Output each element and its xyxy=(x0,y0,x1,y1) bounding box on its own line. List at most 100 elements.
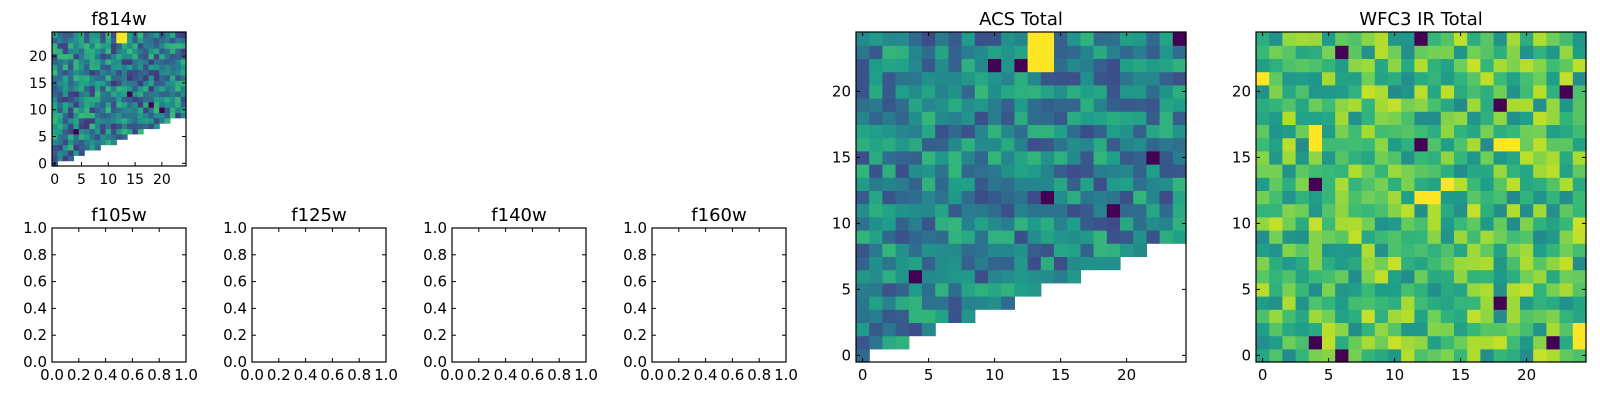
heatmap-cell xyxy=(1322,348,1336,363)
heatmap-cell xyxy=(78,133,85,140)
x-tick-label: 1.0 xyxy=(174,366,198,384)
y-tick-label: 20 xyxy=(832,82,851,100)
heatmap-cell xyxy=(1027,164,1042,178)
heatmap-cell xyxy=(1427,243,1442,257)
y-tick-label: 5 xyxy=(38,130,47,146)
x-tick-label: 0.6 xyxy=(520,366,544,384)
panel-title: f814w xyxy=(91,9,146,30)
heatmap-cell xyxy=(116,42,123,49)
heatmap-cell xyxy=(73,133,80,140)
heatmap-cell xyxy=(1388,190,1402,205)
heatmap-cell xyxy=(961,150,976,165)
heatmap-cell xyxy=(1414,58,1429,73)
y-tick-label: 0.2 xyxy=(423,326,447,344)
heatmap-cell xyxy=(1335,124,1349,139)
y-tick-label: 15 xyxy=(1232,148,1251,166)
heatmap-cell xyxy=(856,296,870,310)
heatmap-cell xyxy=(1348,282,1363,297)
y-tick-label: 0.2 xyxy=(23,326,47,344)
heatmap-cell xyxy=(1335,164,1349,178)
heatmap-cell xyxy=(922,243,936,257)
x-tick-label: 20 xyxy=(153,172,171,188)
heatmap-cell xyxy=(1256,111,1270,125)
heatmap-cell xyxy=(895,309,910,323)
heatmap-cell xyxy=(1054,190,1068,205)
heatmap-cell xyxy=(1374,164,1389,178)
heatmap-cell xyxy=(895,322,910,337)
heatmap-cell xyxy=(1427,230,1442,244)
heatmap-cell xyxy=(89,123,96,130)
heatmap-cell xyxy=(882,150,897,165)
heatmap-cell xyxy=(1001,124,1015,139)
heatmap-cell xyxy=(1120,243,1134,257)
heatmap-cell xyxy=(1322,322,1336,337)
heatmap-cell xyxy=(1454,269,1468,284)
heatmap-cell xyxy=(100,37,107,44)
heatmap-cell xyxy=(1322,230,1336,244)
heatmap-cell xyxy=(1295,58,1310,73)
heatmap-cell xyxy=(1414,32,1429,46)
heatmap-cell xyxy=(935,124,949,139)
x-tick-label: 15 xyxy=(126,172,144,188)
heatmap-cell xyxy=(1295,150,1310,165)
heatmap-cell xyxy=(127,101,133,108)
heatmap-cell xyxy=(1506,216,1521,231)
heatmap-cell xyxy=(1401,335,1415,350)
heatmap-cell xyxy=(175,32,182,38)
heatmap-cell xyxy=(1146,58,1161,73)
heatmap-cell xyxy=(100,96,107,103)
heatmap-cell xyxy=(869,335,883,350)
heatmap-cell xyxy=(948,84,963,99)
heatmap-cell xyxy=(961,98,976,112)
heatmap-cell xyxy=(1546,111,1561,125)
heatmap-cell xyxy=(1067,124,1081,139)
heatmap-cell xyxy=(1493,216,1508,231)
heatmap-cell xyxy=(869,282,883,297)
heatmap-cell xyxy=(1427,32,1442,46)
heatmap-cell xyxy=(1067,256,1081,271)
heatmap-cell xyxy=(164,48,171,55)
heatmap-cell xyxy=(1120,84,1134,99)
heatmap-cell xyxy=(100,117,107,124)
heatmap-cell xyxy=(1401,137,1415,152)
heatmap-cell xyxy=(84,107,91,113)
heatmap-cell xyxy=(1080,177,1095,191)
heatmap-cell xyxy=(1348,124,1363,139)
heatmap-cell xyxy=(89,90,96,97)
heatmap-cell xyxy=(1172,190,1187,205)
heatmap-cell xyxy=(52,64,58,71)
heatmap-cell xyxy=(1414,322,1429,337)
heatmap-cell xyxy=(895,190,910,205)
heatmap-cell xyxy=(153,64,160,71)
heatmap-cell xyxy=(1427,150,1442,165)
heatmap-cell xyxy=(1374,282,1389,297)
heatmap-cell xyxy=(1335,282,1349,297)
heatmap-cell xyxy=(1506,296,1521,310)
heatmap-cell xyxy=(105,85,112,92)
y-tick-label: 0.8 xyxy=(23,246,47,264)
heatmap-cell xyxy=(1401,190,1415,205)
heatmap-cell xyxy=(1040,111,1055,125)
heatmap-cell xyxy=(1533,282,1547,297)
heatmap-cell xyxy=(1093,98,1108,112)
heatmap-cell xyxy=(1067,243,1081,257)
heatmap-cell xyxy=(1159,111,1174,125)
heatmap-cell xyxy=(895,137,910,152)
x-tick-label: 0.4 xyxy=(294,366,318,384)
heatmap-cell xyxy=(1027,84,1042,99)
heatmap-cell xyxy=(78,128,85,135)
heatmap-cell xyxy=(100,58,107,65)
heatmap-cell xyxy=(1480,150,1495,165)
heatmap-cell xyxy=(68,101,75,108)
heatmap-cell xyxy=(137,37,144,44)
x-tick-label: 0.0 xyxy=(240,366,264,384)
heatmap-cell xyxy=(1269,296,1283,310)
heatmap-cell xyxy=(1388,45,1402,59)
axes-frame xyxy=(855,31,1187,363)
heatmap-cell xyxy=(159,117,166,124)
heatmap-cell xyxy=(1308,124,1323,139)
x-tick-label: 0.2 xyxy=(667,366,691,384)
heatmap-cell xyxy=(1054,256,1068,271)
heatmap-cell xyxy=(1295,71,1310,86)
heatmap-cell xyxy=(1080,216,1095,231)
